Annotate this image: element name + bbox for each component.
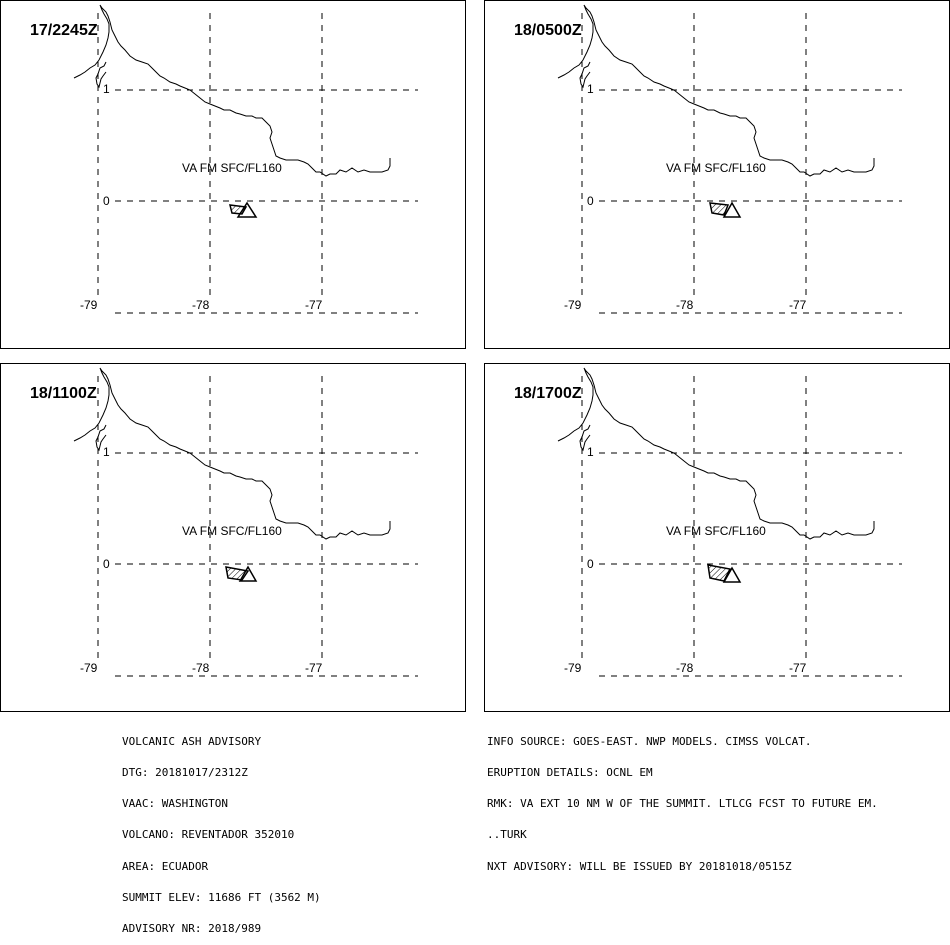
coastline <box>73 4 391 177</box>
ash-cloud-label: VA FM SFC/FL160 <box>666 524 766 538</box>
graticule <box>97 13 418 314</box>
volcano-marker <box>238 565 258 582</box>
volcano-marker <box>236 201 258 218</box>
map-panel-2: 18/0500Z VA FM SFC/FL160 1 0 -79 -78 -77 <box>484 0 950 349</box>
lat-label: 0 <box>587 194 594 208</box>
lat-label: 0 <box>103 194 110 208</box>
volcano-marker <box>722 566 742 583</box>
lon-label: -77 <box>789 661 807 675</box>
volcano-marker <box>722 201 742 218</box>
coastline <box>73 367 391 540</box>
advisory-info-source: INFO SOURCE: GOES-EAST. NWP MODELS. CIMS… <box>487 734 812 748</box>
advisory-summit-elev: SUMMIT ELEV: 11686 FT (3562 M) <box>122 890 321 904</box>
coastline <box>557 4 875 177</box>
lat-label: 1 <box>587 82 594 96</box>
panel-valid-time: 18/0500Z <box>514 22 582 39</box>
lon-label: -77 <box>305 661 323 675</box>
panel-valid-time: 18/1700Z <box>514 385 582 402</box>
advisory-eruption-details: ERUPTION DETAILS: OCNL EM <box>487 766 653 780</box>
lon-label: -79 <box>80 298 98 312</box>
advisory-dtg: DTG: 20181017/2312Z <box>122 766 248 780</box>
advisory-title: VOLCANIC ASH ADVISORY <box>122 734 262 748</box>
lat-label: 1 <box>103 82 110 96</box>
lat-label: 0 <box>103 557 110 571</box>
lon-label: -79 <box>80 661 98 675</box>
map-panel-1: 17/2245Z VA FM SFC/FL160 1 0 -79 -78 -77 <box>0 0 466 349</box>
panel-valid-time: 17/2245Z <box>30 22 98 39</box>
advisory-forecaster: ..TURK <box>487 828 527 842</box>
lon-label: -78 <box>676 661 694 675</box>
graticule <box>581 376 902 677</box>
ash-cloud-label: VA FM SFC/FL160 <box>182 161 282 175</box>
map-panel-3: 18/1100Z VA FM SFC/FL160 1 0 -79 -78 -77 <box>0 363 466 712</box>
advisory-remarks: RMK: VA EXT 10 NM W OF THE SUMMIT. LTLCG… <box>487 797 878 811</box>
advisory-vaac: VAAC: WASHINGTON <box>122 797 228 811</box>
lat-label: 1 <box>587 445 594 459</box>
lon-label: -79 <box>564 298 582 312</box>
lat-label: 1 <box>103 445 110 459</box>
advisory-volcano: VOLCANO: REVENTADOR 352010 <box>122 828 295 842</box>
lon-label: -77 <box>789 298 807 312</box>
lon-label: -79 <box>564 661 582 675</box>
advisory-area: AREA: ECUADOR <box>122 859 209 873</box>
coastline <box>557 367 875 540</box>
graticule <box>581 13 902 314</box>
ash-cloud-label: VA FM SFC/FL160 <box>182 524 282 538</box>
advisory-number: ADVISORY NR: 2018/989 <box>122 922 262 936</box>
ash-cloud-area <box>709 202 730 216</box>
lat-label: 0 <box>587 557 594 571</box>
advisory-next: NXT ADVISORY: WILL BE ISSUED BY 20181018… <box>487 859 792 873</box>
advisory-header-block: VOLCANIC ASH ADVISORY DTG: 20181017/2312… <box>122 716 321 945</box>
lon-label: -78 <box>192 298 210 312</box>
graticule <box>97 376 418 677</box>
lon-label: -77 <box>305 298 323 312</box>
advisory-details-block: INFO SOURCE: GOES-EAST. NWP MODELS. CIMS… <box>487 716 878 882</box>
map-panel-4: 18/1700Z VA FM SFC/FL160 1 0 -79 -78 -77 <box>484 363 950 712</box>
ash-cloud-label: VA FM SFC/FL160 <box>666 161 766 175</box>
panel-valid-time: 18/1100Z <box>30 385 97 402</box>
lon-label: -78 <box>192 661 210 675</box>
lon-label: -78 <box>676 298 694 312</box>
